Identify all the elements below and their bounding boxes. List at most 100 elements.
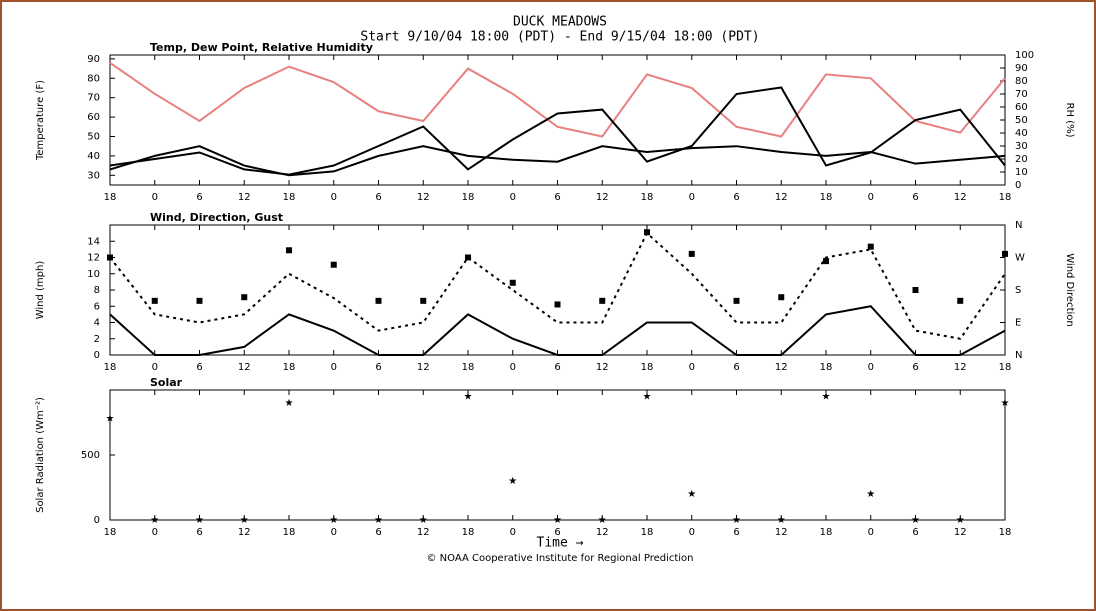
x-tick-label: 0 (331, 362, 337, 373)
y2-tick-label: 100 (1015, 50, 1034, 61)
data-point: ★ (866, 489, 875, 500)
y-tick-label: 60 (87, 112, 100, 123)
x-tick-label: 6 (554, 192, 560, 203)
x-tick-label: 0 (510, 527, 516, 538)
page-subtitle: Start 9/10/04 18:00 (PDT) - End 9/15/04 … (360, 30, 759, 45)
series-line (109, 231, 1006, 340)
x-tick-label: 12 (954, 527, 967, 538)
y-tick-label: 500 (81, 450, 100, 461)
x-tick-label: 18 (462, 192, 475, 203)
data-point (151, 297, 158, 304)
y2-tick-label: 40 (1015, 128, 1028, 139)
y-axis-label: Solar Radiation (Wm⁻²) (35, 397, 46, 513)
data-point: ★ (911, 515, 920, 526)
x-tick-label: 18 (104, 527, 117, 538)
data-point (330, 261, 337, 268)
y-tick-label: 8 (94, 285, 100, 296)
x-tick-label: 12 (775, 362, 788, 373)
x-tick-label: 12 (775, 527, 788, 538)
y2-tick-label: 50 (1015, 115, 1028, 126)
y2-tick-label: W (1015, 253, 1025, 264)
y2-tick-label: 90 (1015, 63, 1028, 74)
x-tick-label: 12 (596, 192, 609, 203)
x-tick-label: 12 (954, 192, 967, 203)
data-point (644, 229, 650, 236)
x-tick-label: 6 (196, 192, 202, 203)
y-tick-label: 70 (87, 93, 100, 104)
x-tick-label: 18 (999, 192, 1012, 203)
y-axis-label: Wind (mph) (35, 261, 46, 320)
y-axis-label: Temperature (F) (35, 80, 46, 161)
data-point: ★ (329, 515, 338, 526)
y-tick-label: 30 (87, 170, 100, 181)
data-point: ★ (553, 515, 562, 526)
y-tick-label: 50 (87, 131, 100, 142)
y2-axis-label: Wind Direction (1064, 253, 1075, 327)
x-tick-label: 6 (733, 192, 739, 203)
x-tick-label: 18 (462, 362, 475, 373)
data-point: ★ (464, 392, 473, 403)
x-tick-label: 6 (912, 527, 918, 538)
data-point (867, 243, 874, 250)
page-title: DUCK MEADOWS (513, 15, 607, 30)
data-point: ★ (106, 414, 115, 425)
data-point (241, 294, 248, 301)
data-point: ★ (285, 398, 294, 409)
y-tick-label: 40 (87, 151, 100, 162)
data-point (688, 250, 695, 257)
x-tick-label: 12 (596, 362, 609, 373)
y2-tick-label: 70 (1015, 89, 1028, 100)
data-point (599, 297, 606, 304)
x-tick-label: 0 (510, 362, 516, 373)
y2-tick-label: 10 (1015, 167, 1028, 178)
y-tick-label: 12 (87, 253, 100, 264)
data-point (509, 279, 516, 286)
x-tick-label: 6 (375, 192, 381, 203)
x-tick-label: 6 (375, 527, 381, 538)
x-tick-label: 18 (462, 527, 475, 538)
data-point (1002, 250, 1008, 257)
x-tick-label: 6 (196, 527, 202, 538)
x-tick-label: 18 (820, 527, 833, 538)
data-point: ★ (822, 392, 831, 403)
data-point: ★ (150, 515, 159, 526)
data-point: ★ (598, 515, 607, 526)
data-point: ★ (732, 515, 741, 526)
x-tick-label: 18 (283, 527, 296, 538)
data-point (823, 258, 829, 265)
x-tick-label: 0 (510, 192, 516, 203)
data-point: ★ (374, 515, 383, 526)
footer: © NOAA Cooperative Institute for Regiona… (426, 553, 693, 564)
y-tick-label: 4 (94, 318, 100, 329)
y-tick-label: 6 (94, 301, 100, 312)
x-tick-label: 6 (912, 192, 918, 203)
y2-tick-label: E (1015, 318, 1021, 329)
x-tick-label: 0 (152, 362, 158, 373)
x-tick-label: 18 (999, 362, 1012, 373)
x-tick-label: 0 (689, 527, 695, 538)
y-tick-label: 0 (94, 350, 100, 361)
data-point (465, 254, 471, 261)
y2-tick-label: S (1015, 285, 1021, 296)
data-point (107, 254, 113, 261)
data-point: ★ (240, 515, 249, 526)
y-tick-label: 2 (94, 334, 100, 345)
y2-tick-label: 20 (1015, 154, 1028, 165)
x-tick-label: 6 (733, 362, 739, 373)
x-axis-label: Time → (537, 536, 584, 551)
data-point (778, 294, 785, 301)
x-tick-label: 12 (417, 192, 430, 203)
data-point: ★ (419, 515, 428, 526)
x-tick-label: 6 (554, 362, 560, 373)
x-tick-label: 18 (283, 192, 296, 203)
y2-axis-label: RH (%) (1064, 103, 1075, 138)
data-point (375, 297, 382, 304)
data-point: ★ (777, 515, 786, 526)
series-line (109, 61, 1006, 138)
x-tick-label: 6 (196, 362, 202, 373)
x-tick-label: 18 (999, 527, 1012, 538)
data-point (912, 287, 919, 293)
x-tick-label: 18 (104, 362, 117, 373)
